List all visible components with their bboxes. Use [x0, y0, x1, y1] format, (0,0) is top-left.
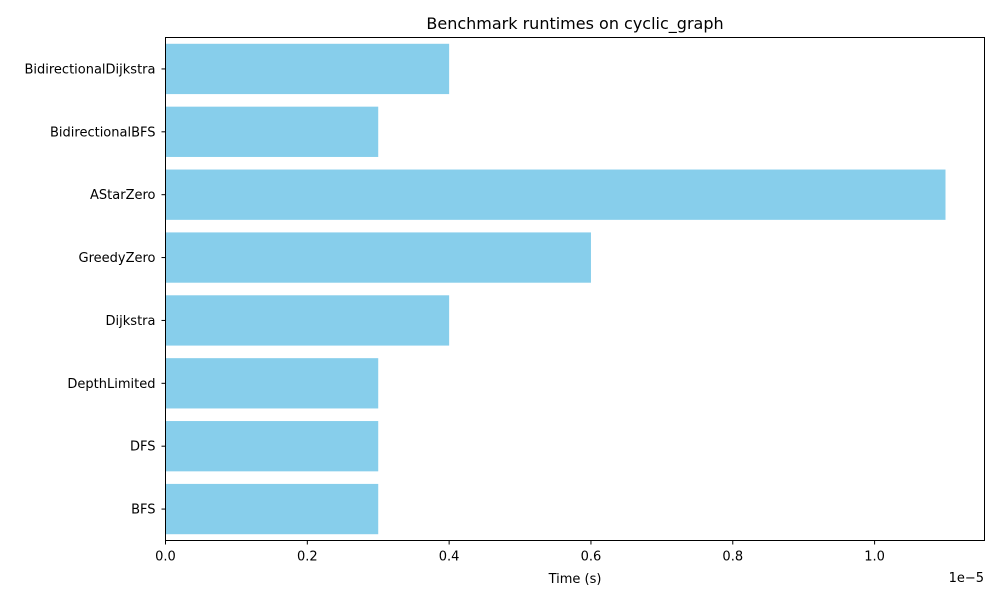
y-tick-label: DFS: [130, 440, 156, 455]
bar-depthlimited: [165, 358, 379, 409]
y-tick-label: DepthLimited: [67, 377, 155, 392]
bars-group: [165, 43, 946, 535]
y-tick-label: BidirectionalDijkstra: [24, 62, 155, 77]
x-axis-label: Time (s): [548, 572, 602, 587]
x-tick-label: 0.8: [722, 550, 743, 565]
plot-area-frame: [165, 37, 985, 541]
bar-bfs: [165, 483, 379, 535]
bar-bidirectionaldijkstra: [165, 43, 450, 95]
y-tick-label: Dijkstra: [106, 314, 156, 329]
y-axis-ticks: BidirectionalDijkstra BidirectionalBFS ASt…: [24, 62, 166, 518]
bar-greedyzero: [165, 232, 591, 283]
bar-bidirectionalbfs: [165, 106, 379, 157]
y-tick-label: AStarZero: [90, 188, 156, 203]
y-tick-label: BFS: [131, 503, 155, 518]
bar-astarzero: [165, 169, 946, 220]
bar-dijkstra: [165, 295, 450, 346]
x-tick-label: 0.6: [581, 550, 602, 565]
x-tick-label: 0.4: [439, 550, 460, 565]
bar-dfs: [165, 421, 379, 472]
chart-title: Benchmark runtimes on cyclic_graph: [426, 14, 723, 34]
x-tick-label: 0.0: [155, 550, 176, 565]
x-axis-offset-label: 1e−5: [949, 571, 984, 586]
x-tick-label: 0.2: [297, 550, 318, 565]
y-tick-label: BidirectionalBFS: [50, 125, 156, 140]
y-tick-label: GreedyZero: [79, 251, 156, 266]
x-axis-ticks: 0.0 0.2 0.4 0.6 0.8 1.0: [155, 540, 885, 565]
x-tick-label: 1.0: [864, 550, 885, 565]
